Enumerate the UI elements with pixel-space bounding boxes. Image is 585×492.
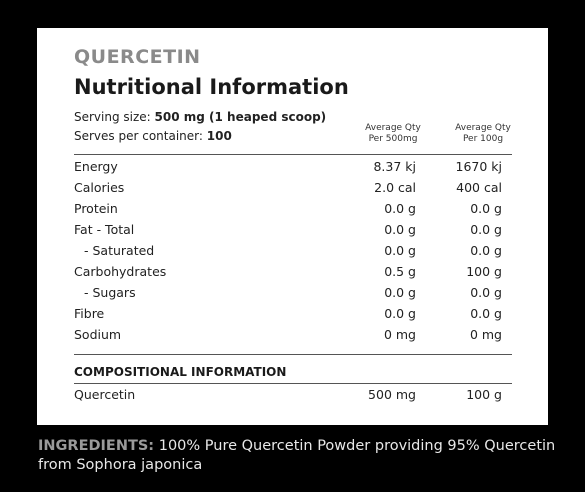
row-label: Energy [74, 159, 118, 174]
divider [74, 154, 512, 155]
row-value: 0.0 g [384, 285, 416, 300]
row-value: 0.0 g [470, 201, 502, 216]
row-value: 0.0 g [470, 285, 502, 300]
row-value: 500 mg [368, 387, 416, 402]
row-value: 2.0 cal [374, 180, 416, 195]
row-value: 0.0 g [384, 222, 416, 237]
table-row: Calories 2.0 cal 400 cal [74, 180, 512, 200]
serving-value: 100 [206, 129, 232, 143]
serving-size: Serving size: 500 mg (1 heaped scoop) [74, 110, 326, 124]
row-label: Calories [74, 180, 125, 195]
row-value: 8.37 kj [373, 159, 416, 174]
row-label: - Saturated [84, 243, 155, 258]
label-panel: QUERCETIN Nutritional Information Servin… [37, 28, 548, 425]
table-row: Sodium 0 mg 0 mg [74, 327, 512, 347]
title: Nutritional Information [74, 75, 349, 99]
row-value: 1670 kj [455, 159, 503, 174]
row-value: 0.0 g [384, 306, 416, 321]
table-row: - Sugars 0.0 g 0.0 g [74, 285, 512, 305]
ingredients-label: INGREDIENTS: [38, 438, 155, 454]
row-label: Carbohydrates [74, 264, 167, 279]
column-header-line: Per 100g [462, 134, 504, 144]
row-label: Protein [74, 201, 118, 216]
serving-label: Serves per container: [74, 129, 203, 143]
row-value: 0.5 g [384, 264, 416, 279]
row-value: 0.0 g [384, 243, 416, 258]
row-value: 0 mg [469, 327, 502, 342]
table-row: Protein 0.0 g 0.0 g [74, 201, 512, 221]
row-value: 0.0 g [470, 306, 502, 321]
column-header: Average Qty Per 100g [443, 123, 523, 145]
table-row: Fat - Total 0.0 g 0.0 g [74, 222, 512, 242]
column-header-line: Average Qty [455, 123, 511, 133]
divider [74, 354, 512, 355]
row-value: 400 cal [456, 180, 502, 195]
table-row: Quercetin 500 mg 100 g [74, 387, 512, 407]
divider [74, 383, 512, 384]
row-label: Fat - Total [74, 222, 135, 237]
table-row: Carbohydrates 0.5 g 100 g [74, 264, 512, 284]
column-header: Average Qty Per 500mg [353, 123, 433, 145]
row-value: 100 g [466, 264, 502, 279]
row-label: Sodium [74, 327, 122, 342]
table-row: Energy 8.37 kj 1670 kj [74, 159, 512, 179]
serving-value: 500 mg (1 heaped scoop) [154, 110, 327, 124]
row-value: 100 g [466, 387, 502, 402]
row-label: - Sugars [84, 285, 136, 300]
ingredients-text: 100% Pure Quercetin Powder providing 95%… [38, 438, 556, 473]
section-title: COMPOSITIONAL INFORMATION [74, 365, 287, 379]
row-value: 0 mg [383, 327, 416, 342]
brand: QUERCETIN [74, 46, 201, 68]
ingredients: INGREDIENTS: 100% Pure Quercetin Powder … [38, 437, 568, 475]
row-value: 0.0 g [470, 243, 502, 258]
table-row: Fibre 0.0 g 0.0 g [74, 306, 512, 326]
row-value: 0.0 g [470, 222, 502, 237]
row-label: Quercetin [74, 387, 136, 402]
column-header-line: Per 500mg [368, 134, 418, 144]
serving-label: Serving size: [74, 110, 151, 124]
row-label: Fibre [74, 306, 105, 321]
table-row: - Saturated 0.0 g 0.0 g [74, 243, 512, 263]
row-value: 0.0 g [384, 201, 416, 216]
column-header-line: Average Qty [365, 123, 421, 133]
serves-per-container: Serves per container: 100 [74, 129, 232, 143]
